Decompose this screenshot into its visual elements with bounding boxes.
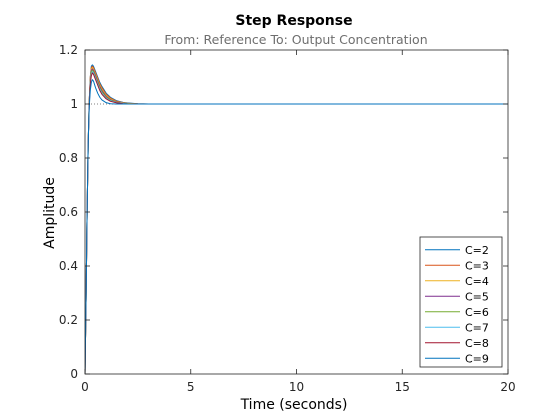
x-tick-label: 15	[395, 380, 410, 394]
y-tick-label: 0.4	[59, 259, 78, 273]
legend-label-5: C=6	[465, 306, 489, 319]
y-tick-label: 0.2	[59, 313, 78, 327]
series-lines	[85, 64, 508, 374]
legend-label-6: C=7	[465, 321, 489, 334]
legend-label-7: C=8	[465, 337, 489, 350]
y-axis-label: Amplitude	[42, 177, 58, 249]
x-tick-label: 5	[187, 380, 195, 394]
legend: C=2 C=3 C=4 C=5 C=6 C=7 C=8 C=9	[419, 236, 503, 368]
legend-label-2: C=3	[465, 259, 489, 272]
y-tick-label: 1	[70, 97, 78, 111]
chart-title: Step Response	[235, 13, 352, 29]
legend-label-1: C=2	[465, 244, 489, 257]
legend-label-3: C=4	[465, 275, 489, 288]
legend-label-4: C=5	[465, 290, 489, 303]
x-tick-label: 0	[81, 380, 89, 394]
series-line-8	[85, 79, 508, 374]
x-tick-label: 10	[289, 380, 304, 394]
legend-label-8: C=9	[465, 352, 489, 365]
x-tick-label: 20	[500, 380, 515, 394]
y-tick-label: 0.6	[59, 205, 78, 219]
y-tick-label: 1.2	[59, 43, 78, 57]
y-tick-label: 0	[70, 367, 78, 381]
x-axis-label: Time (seconds)	[240, 397, 348, 413]
y-tick-label: 0.8	[59, 151, 78, 165]
legend-box	[419, 236, 503, 368]
chart-subtitle: From: Reference To: Output Concentration	[164, 32, 427, 47]
plot-area: 0 5 10 15 20 0 0.2 0.4 0.6 0.8 1 1.2	[59, 43, 516, 394]
